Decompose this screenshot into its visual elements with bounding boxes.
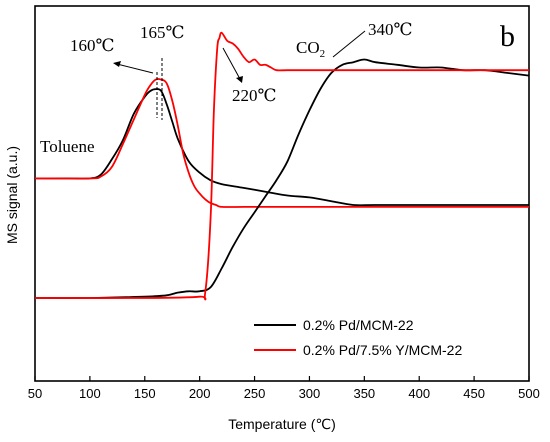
arrow-160 [116, 63, 154, 74]
x-tick-label: 250 [244, 386, 266, 401]
arrow-220-head [236, 76, 243, 83]
x-tick-label: 350 [353, 386, 375, 401]
series-line-co2-red [34, 31, 529, 301]
x-axis-ticks: 50 100 150 200 250 300 350 400 450 500 [28, 376, 540, 401]
co2-label-subscript: 2 [320, 48, 326, 60]
toluene-label: Toluene [40, 137, 95, 156]
x-tick-label: 100 [79, 386, 101, 401]
series-line-toluene-red [34, 78, 529, 208]
x-tick-label: 450 [463, 386, 485, 401]
co2-label-main: CO [296, 38, 320, 57]
x-tick-label: 300 [299, 386, 321, 401]
annotation-165: 165℃ [140, 23, 185, 42]
series-line-toluene-black [35, 88, 529, 207]
legend: 0.2% Pd/MCM-22 0.2% Pd/7.5% Y/MCM-22 [254, 317, 462, 358]
x-tick-label: 50 [28, 386, 42, 401]
arrow-340 [332, 30, 366, 58]
co2-label: CO2 [296, 38, 325, 60]
series-line-co2-black [34, 58, 530, 299]
x-tick-label: 150 [134, 386, 156, 401]
legend-label-black: 0.2% Pd/MCM-22 [303, 317, 414, 333]
y-axis-title: MS signal (a.u.) [4, 146, 20, 244]
annotation-220: 220℃ [232, 86, 277, 105]
plot-frame [34, 5, 530, 382]
x-tick-label: 200 [189, 386, 211, 401]
x-tick-label: 500 [518, 386, 540, 401]
annotation-340: 340℃ [368, 20, 413, 39]
arrow-220 [222, 47, 241, 80]
annotation-160: 160℃ [70, 36, 115, 55]
series-layer [34, 31, 530, 301]
x-tick-label: 400 [408, 386, 430, 401]
arrow-160-head [113, 61, 121, 67]
panel-label: b [500, 20, 515, 53]
legend-label-red: 0.2% Pd/7.5% Y/MCM-22 [303, 342, 462, 358]
x-axis-title: Temperature (℃) [228, 416, 336, 432]
